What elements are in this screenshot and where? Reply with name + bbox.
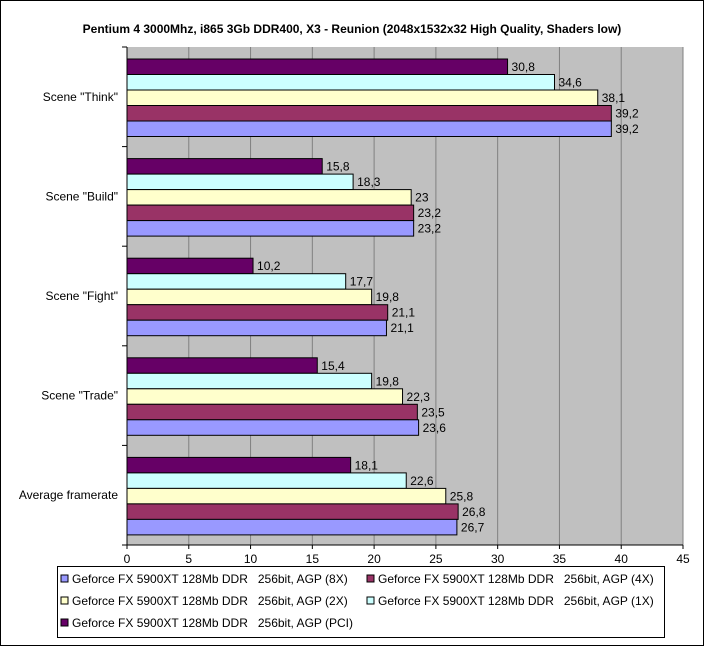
bar bbox=[126, 89, 599, 106]
x-tick-label: 45 bbox=[676, 552, 690, 566]
legend-swatch bbox=[60, 574, 69, 583]
data-label: 39,2 bbox=[615, 122, 639, 136]
data-label: 21,1 bbox=[392, 306, 416, 320]
bar bbox=[126, 319, 387, 337]
data-label: 17,7 bbox=[350, 275, 374, 289]
data-label: 18,1 bbox=[355, 458, 379, 472]
bar bbox=[126, 173, 354, 191]
bar bbox=[126, 357, 318, 374]
x-tick-label: 35 bbox=[553, 552, 567, 566]
data-label: 22,6 bbox=[410, 474, 434, 488]
data-label: 25,8 bbox=[450, 489, 474, 503]
category-label: Scene "Think" bbox=[43, 90, 118, 104]
bar bbox=[126, 388, 404, 405]
bar bbox=[126, 58, 509, 75]
data-label: 38,1 bbox=[602, 91, 626, 105]
bar bbox=[126, 487, 447, 505]
bar bbox=[126, 419, 420, 436]
legend-swatch bbox=[366, 596, 375, 605]
data-label: 19,8 bbox=[376, 290, 400, 304]
x-tick-label: 40 bbox=[615, 552, 629, 566]
bar bbox=[126, 158, 323, 175]
bar bbox=[126, 288, 373, 306]
bar bbox=[126, 403, 418, 421]
bar bbox=[126, 120, 612, 137]
bar bbox=[126, 372, 373, 390]
data-label: 23,2 bbox=[418, 206, 442, 220]
data-label: 23,5 bbox=[421, 405, 445, 419]
bar bbox=[126, 204, 415, 222]
x-tick-label: 20 bbox=[367, 552, 381, 566]
bar bbox=[126, 257, 254, 275]
data-label: 23,2 bbox=[418, 222, 442, 236]
data-label: 18,3 bbox=[357, 175, 381, 189]
x-tick-label: 10 bbox=[244, 552, 258, 566]
legend bbox=[57, 566, 665, 638]
data-label: 10,2 bbox=[257, 259, 281, 273]
bar bbox=[126, 304, 389, 321]
category-label: Scene "Trade" bbox=[41, 389, 118, 403]
bar bbox=[126, 518, 458, 536]
x-tick-label: 15 bbox=[306, 552, 320, 566]
x-tick-label: 5 bbox=[185, 552, 192, 566]
legend-entry: Geforce FX 5900XT 128Mb DDR 256bit, AGP … bbox=[72, 594, 348, 608]
bar bbox=[126, 456, 352, 474]
x-tick-label: 25 bbox=[429, 552, 443, 566]
bar bbox=[126, 273, 347, 290]
category-label: Scene "Build" bbox=[45, 189, 118, 203]
data-label: 15,8 bbox=[326, 160, 350, 174]
x-tick-label: 0 bbox=[124, 552, 131, 566]
data-label: 22,3 bbox=[407, 390, 431, 404]
data-label: 19,8 bbox=[376, 374, 400, 388]
x-tick-label: 30 bbox=[491, 552, 505, 566]
data-label: 39,2 bbox=[615, 107, 639, 121]
legend-swatch bbox=[60, 596, 69, 605]
legend-swatch bbox=[366, 574, 375, 583]
bar bbox=[126, 472, 407, 489]
data-label: 23 bbox=[415, 191, 429, 205]
bar bbox=[126, 503, 459, 520]
bar bbox=[126, 189, 412, 206]
legend-swatch bbox=[60, 618, 69, 627]
bar bbox=[126, 105, 612, 122]
data-label: 26,7 bbox=[461, 520, 485, 534]
chart-title: Pentium 4 3000Mhz, i865 3Gb DDR400, X3 -… bbox=[83, 22, 622, 36]
legend-entry: Geforce FX 5900XT 128Mb DDR 256bit, AGP … bbox=[72, 616, 353, 630]
data-label: 23,6 bbox=[423, 421, 447, 435]
data-label: 15,4 bbox=[321, 359, 345, 373]
category-label: Scene "Fight" bbox=[45, 289, 118, 303]
data-label: 26,8 bbox=[462, 505, 486, 519]
legend-entry: Geforce FX 5900XT 128Mb DDR 256bit, AGP … bbox=[378, 572, 654, 586]
data-label: 30,8 bbox=[512, 60, 536, 74]
category-label: Average framerate bbox=[19, 488, 118, 502]
data-label: 21,1 bbox=[390, 321, 414, 335]
bar bbox=[126, 220, 415, 237]
legend-entry: Geforce FX 5900XT 128Mb DDR 256bit, AGP … bbox=[378, 594, 654, 608]
data-label: 34,6 bbox=[559, 76, 583, 90]
bar bbox=[126, 74, 556, 91]
legend-entry: Geforce FX 5900XT 128Mb DDR 256bit, AGP … bbox=[72, 572, 348, 586]
